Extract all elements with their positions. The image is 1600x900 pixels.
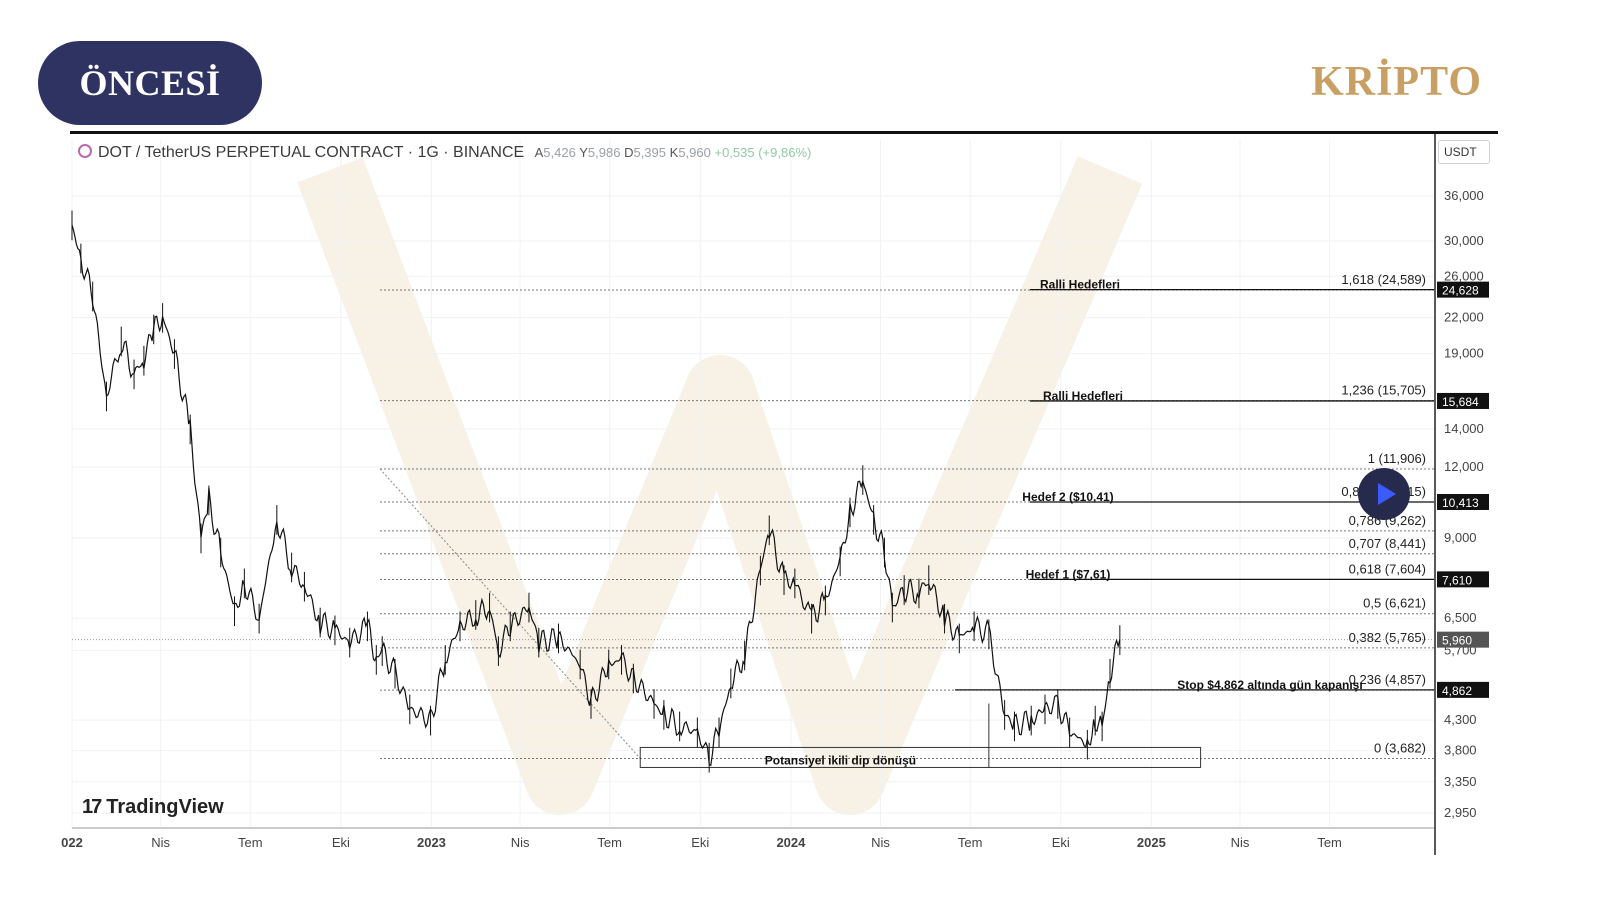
badge-oncesi: ÖNCESİ xyxy=(38,41,262,125)
price-tag-bg xyxy=(1437,392,1489,409)
fib-trend-line xyxy=(379,468,641,759)
low-label: D xyxy=(624,145,634,160)
target-label: Hedef 2 ($10,41) xyxy=(1022,490,1113,504)
fib-level-label: 1,618 (24,589) xyxy=(1341,272,1426,287)
tradingview-watermark: 17 TradingView xyxy=(82,796,224,819)
x-tick-label: 022 xyxy=(61,835,83,850)
y-tick-label: 2,950 xyxy=(1444,805,1477,820)
fib-level-label: 1,236 (15,705) xyxy=(1341,383,1426,398)
zone-label: Potansiyel ikili dip dönüşü xyxy=(765,753,916,767)
tradingview-text: TradingView xyxy=(106,796,224,818)
price-tag: 15,684 xyxy=(1442,395,1479,409)
fib-level-label: 1 (11,906) xyxy=(1368,451,1426,466)
play-icon[interactable] xyxy=(1358,468,1410,520)
fib-level-label: 0,786 (9,262) xyxy=(1349,513,1426,528)
x-tick-label: Eki xyxy=(1052,835,1070,850)
open-label: A xyxy=(534,145,544,160)
y-tick-label: 9,000 xyxy=(1444,530,1477,545)
x-tick-label: Nis xyxy=(871,835,890,850)
price-tag-bg xyxy=(1437,281,1489,298)
symbol-title: DOT / TetherUS PERPETUAL CONTRACT · 1G ·… xyxy=(98,144,525,161)
fib-level-label: 0,707 (8,441) xyxy=(1349,536,1426,551)
x-tick-label: 2024 xyxy=(776,835,806,850)
y-tick-label: 36,000 xyxy=(1444,188,1484,203)
fib-level-label: 0,236 (4,857) xyxy=(1349,672,1426,687)
target-label: Ralli Hedefleri xyxy=(1040,278,1120,292)
x-tick-label: Tem xyxy=(238,835,263,850)
x-tick-label: 2025 xyxy=(1137,835,1166,850)
chart-top-border xyxy=(70,131,1498,134)
target-label: Stop $4,862 altında gün kapanışı xyxy=(1177,678,1362,692)
y-tick-label: 3,350 xyxy=(1444,774,1477,789)
close-value: 5,960 xyxy=(678,145,711,160)
x-tick-label: Tem xyxy=(1317,835,1342,850)
y-tick-label: 3,800 xyxy=(1444,743,1477,758)
price-tag: 10,413 xyxy=(1442,496,1479,510)
double-bottom-zone xyxy=(639,746,1202,768)
price-tag-bg xyxy=(1437,493,1489,510)
y-tick-label: 30,000 xyxy=(1444,233,1484,248)
y-tick-label: 14,000 xyxy=(1444,421,1484,436)
price-tag: 24,628 xyxy=(1442,284,1479,298)
x-tick-label: Nis xyxy=(151,835,170,850)
tradingview-logo-icon: 17 xyxy=(82,796,102,818)
price-series-line xyxy=(71,224,1121,767)
x-tick-label: Tem xyxy=(597,835,622,850)
y-tick-label: 6,500 xyxy=(1444,610,1477,625)
x-tick-label: Nis xyxy=(511,835,530,850)
low-value: 5,395 xyxy=(633,145,667,160)
y-tick-label: 22,000 xyxy=(1444,309,1484,324)
x-tick-label: Eki xyxy=(691,835,709,850)
price-tag: 7,610 xyxy=(1442,573,1472,587)
high-value: 5,986 xyxy=(587,145,621,160)
target-label: Hedef 1 ($7,61) xyxy=(1026,567,1111,581)
ohlc-readout: A5,426 Y5,986 D5,395 K5,960 +0,535 (+9,8… xyxy=(535,145,812,160)
target-label: Ralli Hedefleri xyxy=(1043,389,1123,403)
brand-logo: KRİPTO xyxy=(1311,59,1482,105)
y-tick-label: 4,300 xyxy=(1444,712,1477,727)
currency-unit-selector[interactable]: USDT xyxy=(1438,140,1490,164)
price-tag-bg xyxy=(1437,681,1489,698)
close-label: K xyxy=(669,145,679,160)
y-tick-label: 19,000 xyxy=(1444,346,1484,361)
current-price-tag-bg xyxy=(1437,631,1489,648)
y-tick-label: 26,000 xyxy=(1444,268,1484,283)
watermark-shape xyxy=(297,156,1143,815)
polkadot-icon xyxy=(78,144,92,158)
symbol-header: DOT / TetherUS PERPETUAL CONTRACT · 1G ·… xyxy=(78,144,811,162)
fib-level-label: 0,382 (5,765) xyxy=(1349,630,1426,645)
fib-level-label: 0 (3,682) xyxy=(1374,740,1426,755)
x-tick-label: Tem xyxy=(958,835,983,850)
open-value: 5,426 xyxy=(543,145,576,160)
y-tick-label: 12,000 xyxy=(1444,459,1484,474)
fib-level-label: 0,618 (7,604) xyxy=(1349,562,1426,577)
price-tag-bg xyxy=(1437,571,1489,588)
price-tag: 4,862 xyxy=(1442,684,1472,698)
fib-level-label: 0,5 (6,621) xyxy=(1363,596,1426,611)
x-tick-label: Nis xyxy=(1231,835,1250,850)
change-value: +0,535 (+9,86%) xyxy=(714,145,812,160)
current-price-tag: 5,960 xyxy=(1442,634,1472,648)
high-label: Y xyxy=(579,145,588,160)
x-tick-label: Eki xyxy=(332,835,350,850)
x-tick-label: 2023 xyxy=(417,835,446,850)
